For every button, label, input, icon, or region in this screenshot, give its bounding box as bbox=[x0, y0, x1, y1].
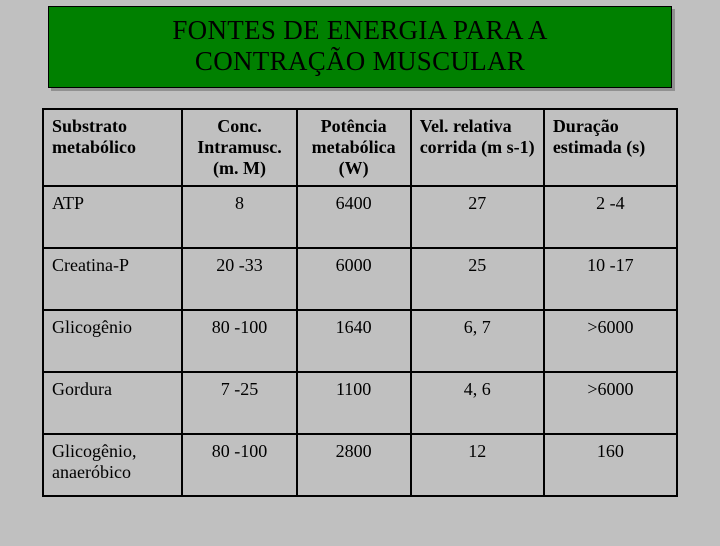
header-concentration: Conc. Intramusc. (m. M) bbox=[182, 109, 296, 186]
header-duration: Duração estimada (s) bbox=[544, 109, 677, 186]
cell-power: 6400 bbox=[297, 186, 411, 248]
table-header-row: Substrato metabólico Conc. Intramusc. (m… bbox=[43, 109, 677, 186]
cell-power: 1100 bbox=[297, 372, 411, 434]
cell-conc: 80 -100 bbox=[182, 310, 296, 372]
title-line-1: FONTES DE ENERGIA PARA A bbox=[59, 15, 661, 46]
table-row: Creatina-P 20 -33 6000 25 10 -17 bbox=[43, 248, 677, 310]
title-bar: FONTES DE ENERGIA PARA A CONTRAÇÃO MUSCU… bbox=[48, 6, 672, 88]
cell-vel: 4, 6 bbox=[411, 372, 544, 434]
cell-power: 1640 bbox=[297, 310, 411, 372]
cell-conc: 80 -100 bbox=[182, 434, 296, 496]
cell-dur: 10 -17 bbox=[544, 248, 677, 310]
title-line-2: CONTRAÇÃO MUSCULAR bbox=[59, 46, 661, 77]
cell-vel: 27 bbox=[411, 186, 544, 248]
cell-dur: >6000 bbox=[544, 372, 677, 434]
cell-substrate: Glicogênio, anaeróbico bbox=[43, 434, 182, 496]
table-row: ATP 8 6400 27 2 -4 bbox=[43, 186, 677, 248]
cell-dur: 2 -4 bbox=[544, 186, 677, 248]
cell-vel: 12 bbox=[411, 434, 544, 496]
header-substrate: Substrato metabólico bbox=[43, 109, 182, 186]
cell-substrate: Glicogênio bbox=[43, 310, 182, 372]
cell-power: 6000 bbox=[297, 248, 411, 310]
energy-sources-table-wrap: Substrato metabólico Conc. Intramusc. (m… bbox=[42, 108, 678, 497]
cell-power: 2800 bbox=[297, 434, 411, 496]
cell-dur: >6000 bbox=[544, 310, 677, 372]
cell-substrate: Gordura bbox=[43, 372, 182, 434]
header-velocity: Vel. relativa corrida (m s-1) bbox=[411, 109, 544, 186]
header-power: Potência metabólica (W) bbox=[297, 109, 411, 186]
cell-dur: 160 bbox=[544, 434, 677, 496]
cell-substrate: ATP bbox=[43, 186, 182, 248]
energy-sources-table: Substrato metabólico Conc. Intramusc. (m… bbox=[42, 108, 678, 497]
table-row: Glicogênio 80 -100 1640 6, 7 >6000 bbox=[43, 310, 677, 372]
cell-vel: 6, 7 bbox=[411, 310, 544, 372]
cell-substrate: Creatina-P bbox=[43, 248, 182, 310]
cell-conc: 20 -33 bbox=[182, 248, 296, 310]
cell-vel: 25 bbox=[411, 248, 544, 310]
cell-conc: 8 bbox=[182, 186, 296, 248]
table-row: Glicogênio, anaeróbico 80 -100 2800 12 1… bbox=[43, 434, 677, 496]
cell-conc: 7 -25 bbox=[182, 372, 296, 434]
table-row: Gordura 7 -25 1100 4, 6 >6000 bbox=[43, 372, 677, 434]
